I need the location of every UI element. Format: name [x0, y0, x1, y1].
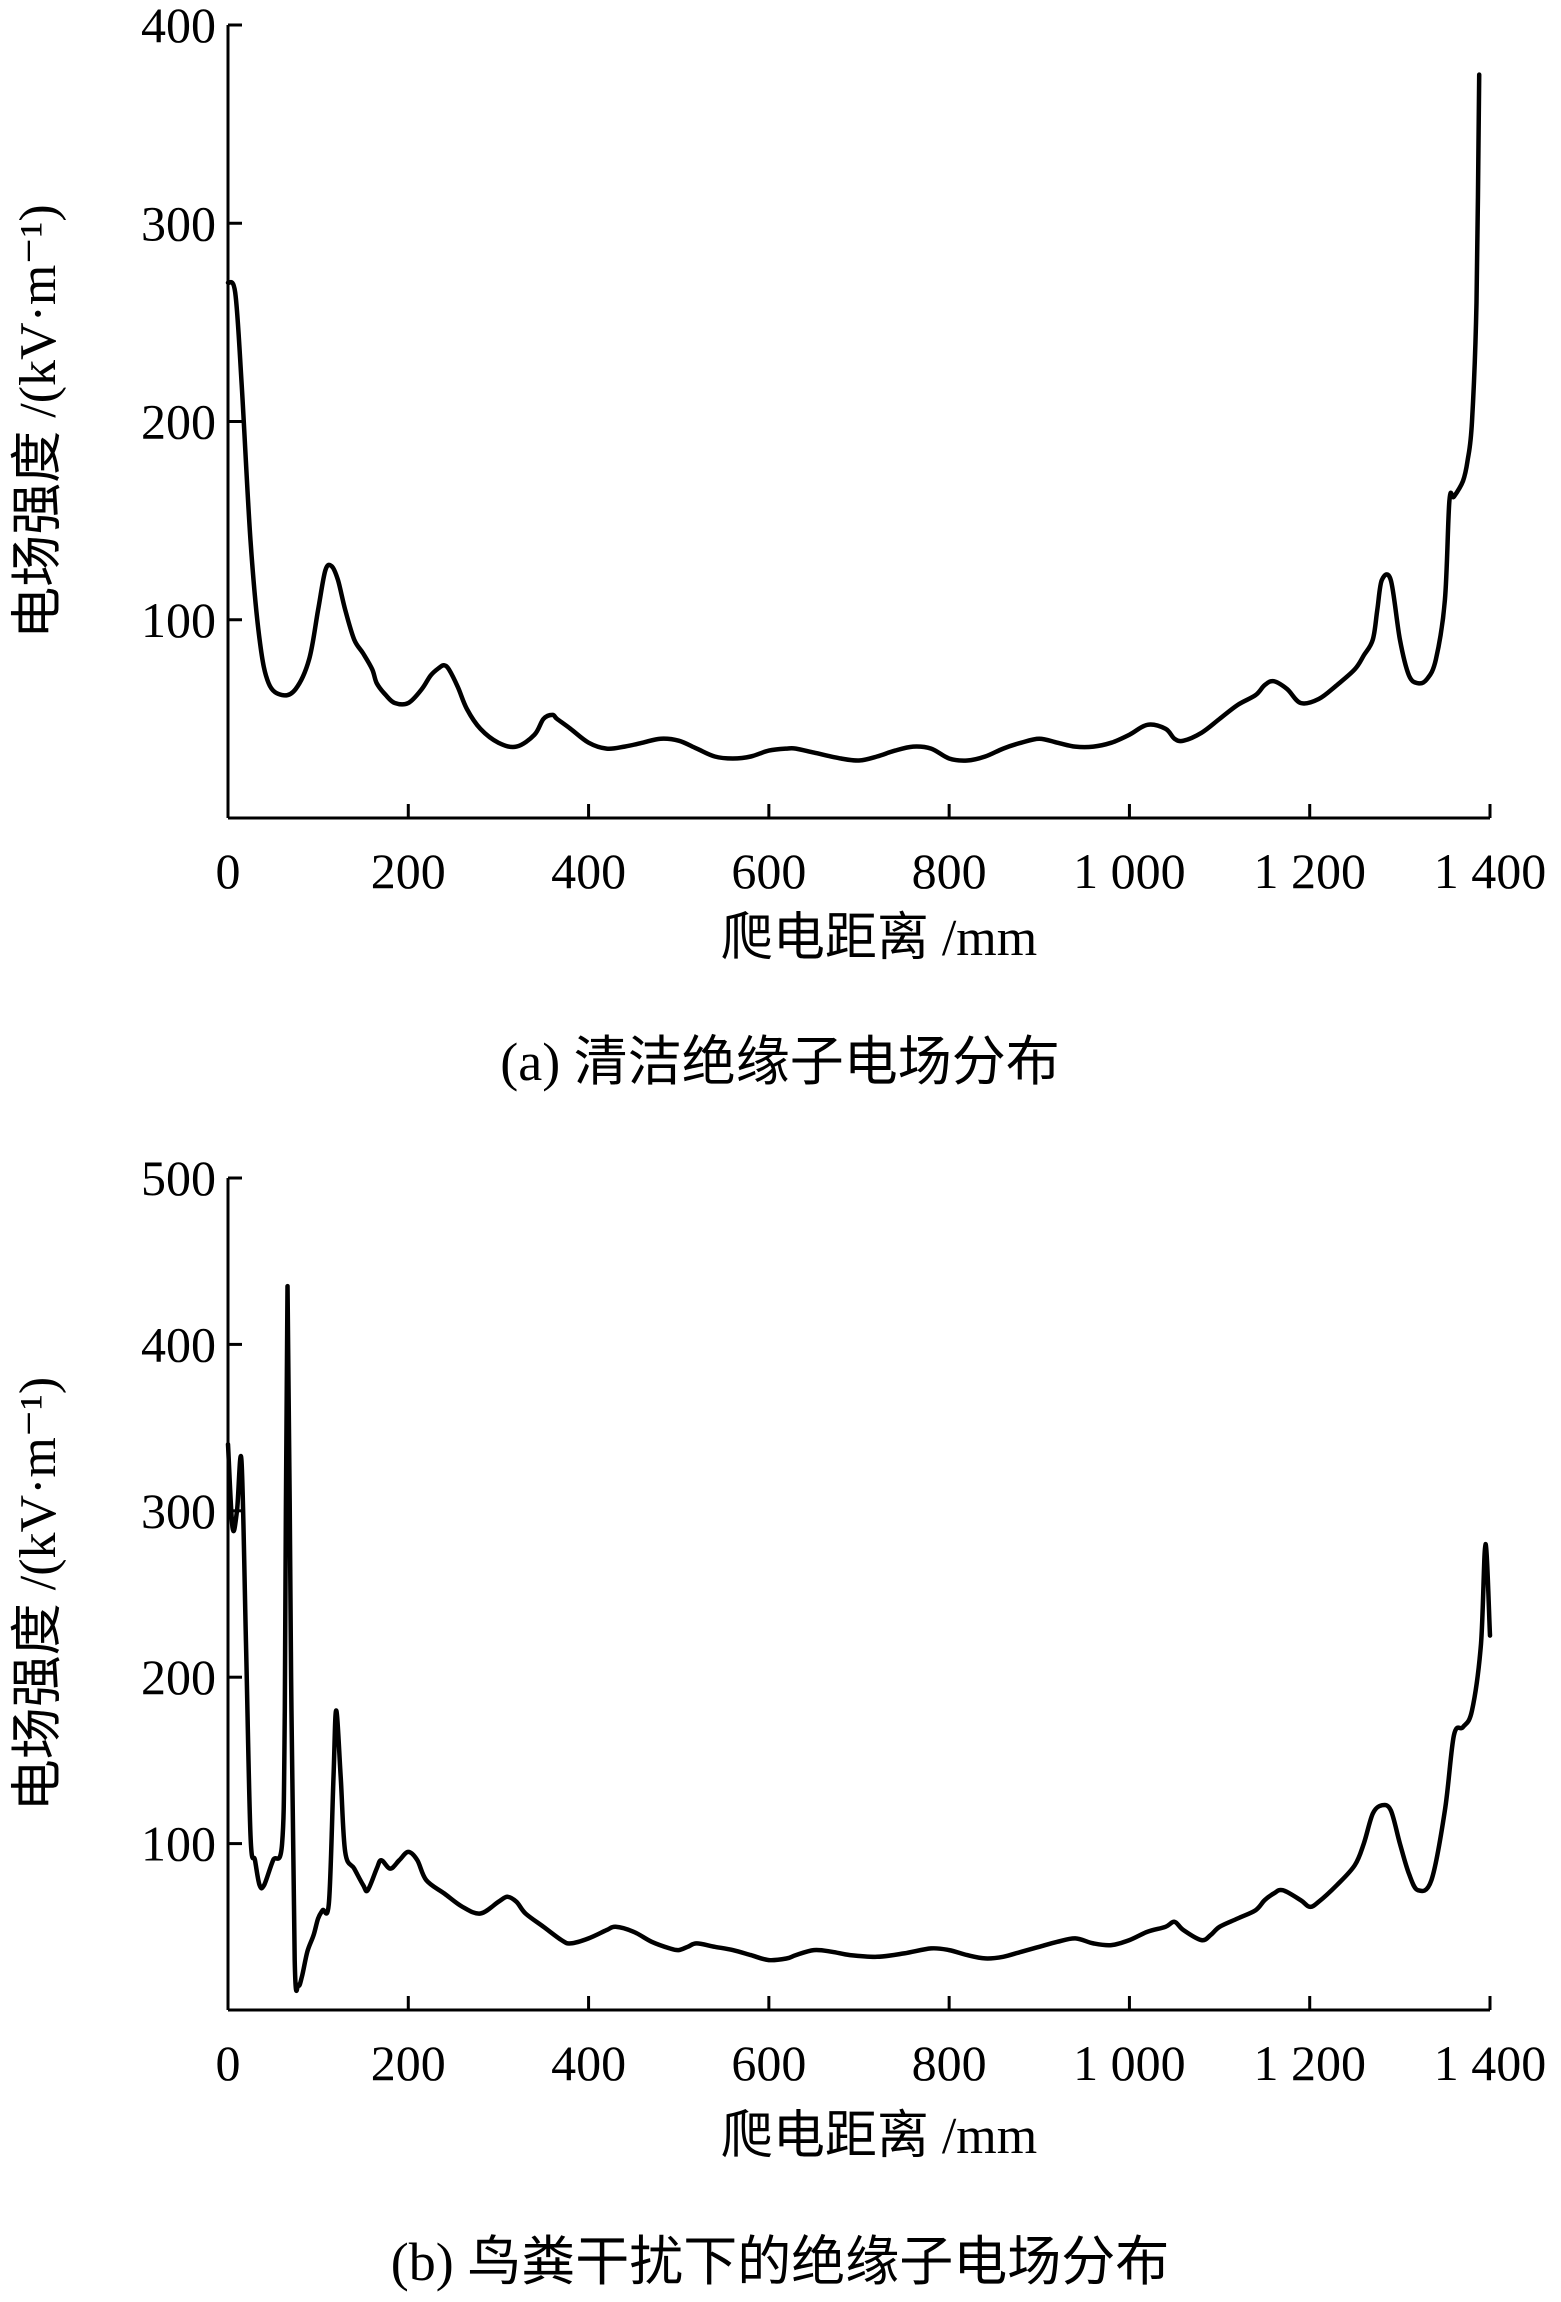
y-axis-title: 电场强度 /(kV·m⁻¹) — [10, 204, 67, 638]
chart-caption: (b) 鸟粪干扰下的绝缘子电场分布 — [391, 2232, 1169, 2292]
x-tick-label: 1 200 — [1253, 843, 1366, 899]
y-tick-label: 100 — [141, 592, 216, 648]
x-tick-label: 1 400 — [1434, 2035, 1547, 2091]
x-tick-label: 400 — [551, 843, 626, 899]
y-tick-label: 400 — [141, 0, 216, 53]
x-tick-label: 600 — [731, 843, 806, 899]
x-axis-title: 爬电距离 /mm — [721, 2108, 1037, 2165]
y-tick-label: 300 — [141, 1483, 216, 1539]
series-line — [225, 72, 1482, 763]
x-tick-label: 0 — [216, 2035, 241, 2091]
x-tick-label: 1 000 — [1073, 843, 1186, 899]
y-tick-label: 100 — [141, 1816, 216, 1872]
y-tick-label: 500 — [141, 1150, 216, 1206]
y-tick-label: 400 — [141, 1316, 216, 1372]
x-tick-label: 200 — [371, 843, 446, 899]
y-tick-label: 300 — [141, 195, 216, 251]
chart-panel-b: 0 200 400 600 800 1 000 1 200 1 400 100 200 300 400… — [10, 1150, 1546, 2292]
x-tick-label: 800 — [912, 2035, 987, 2091]
x-tick-label: 1 400 — [1434, 843, 1547, 899]
x-tick-label: 1 200 — [1253, 2035, 1366, 2091]
y-tick-label: 200 — [141, 1649, 216, 1705]
x-tick-label: 800 — [912, 843, 987, 899]
x-tick-label: 200 — [371, 2035, 446, 2091]
x-axis-title: 爬电距离 /mm — [721, 910, 1037, 967]
chart-panel-a: 0 200 400 600 800 1 000 1 200 1 400 100 200 300 400… — [10, 0, 1546, 1092]
x-tick-label: 400 — [551, 2035, 626, 2091]
series-line — [225, 1283, 1493, 1994]
chart-caption: (a) 清洁绝缘子电场分布 — [500, 1032, 1059, 1092]
x-tick-label: 600 — [731, 2035, 806, 2091]
y-axis-title: 电场强度 /(kV·m⁻¹) — [10, 1377, 67, 1811]
y-tick-label: 200 — [141, 394, 216, 450]
x-tick-label: 0 — [216, 843, 241, 899]
x-tick-label: 1 000 — [1073, 2035, 1186, 2091]
